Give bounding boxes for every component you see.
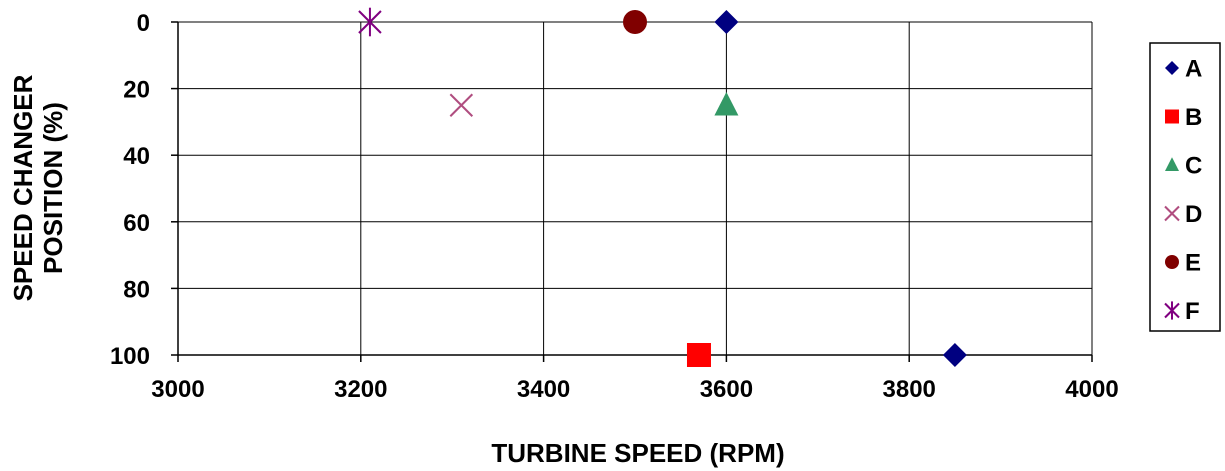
axes (171, 21, 1093, 362)
y-tick-label: 20 (123, 77, 150, 104)
y-tick-label: 0 (137, 10, 150, 37)
legend-marker-c (1165, 157, 1179, 171)
y-tick-label: 60 (123, 210, 150, 237)
x-tick-label: 3400 (517, 376, 570, 403)
data-point-a (942, 343, 967, 367)
y-tick-label: 40 (123, 143, 150, 170)
data-point-d (449, 93, 474, 117)
y-axis-title-line-1: SPEED CHANGER (8, 74, 38, 301)
data-point-b (686, 343, 711, 367)
y-axis-title: SPEED CHANGER POSITION (%) (8, 74, 68, 301)
x-tick-label: 3600 (700, 376, 753, 403)
legend-marker-a (1165, 61, 1179, 75)
x-tick-label: 3200 (334, 376, 387, 403)
y-tick-label: 80 (123, 276, 150, 303)
x-tick-label: 3800 (883, 376, 936, 403)
legend-label-a: A (1185, 56, 1202, 83)
data-points (358, 7, 967, 367)
legend-label-b: B (1185, 104, 1202, 131)
y-tick-labels: 0 20 40 60 80 100 (110, 10, 150, 370)
data-point-c (714, 92, 739, 116)
legend-marker-e (1165, 255, 1179, 269)
legend-label-c: C (1185, 153, 1202, 180)
legend-box (1149, 42, 1221, 332)
x-axis-title: TURBINE SPEED (RPM) (491, 438, 784, 468)
y-tick-label: 100 (110, 343, 150, 370)
x-tick-label: 3000 (151, 376, 204, 403)
data-point-d-stroke (449, 93, 474, 117)
legend-marker-d (1164, 205, 1180, 222)
y-axis-title-line-2: POSITION (%) (38, 102, 68, 274)
x-tick-label: 4000 (1065, 376, 1118, 403)
legend-label-e: E (1185, 250, 1201, 277)
legend-marker-d-stroke (1164, 205, 1180, 222)
data-point-e (623, 10, 647, 34)
gridlines (178, 21, 1093, 355)
legend-label-d: D (1185, 201, 1202, 228)
data-point-f (358, 7, 382, 37)
legend-label-f: F (1185, 298, 1200, 325)
x-tick-labels: 3000 3200 3400 3600 3800 4000 (151, 376, 1118, 403)
legend-marker-f (1164, 301, 1180, 320)
legend-marker-b (1165, 109, 1179, 124)
data-point-a (714, 10, 739, 34)
